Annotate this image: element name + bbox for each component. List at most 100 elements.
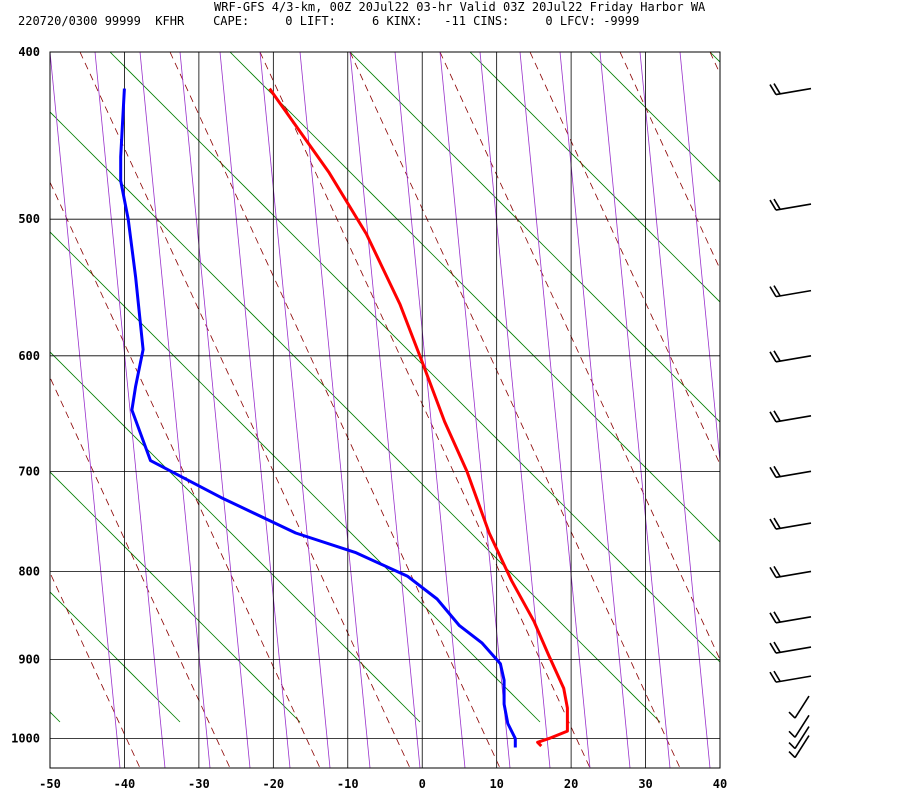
wind-barb	[788, 735, 810, 759]
wind-barb-staff	[775, 355, 812, 363]
mixing-ratio-line	[439, 52, 511, 768]
wind-barb-flag	[773, 565, 781, 577]
mixing-ratio-line	[219, 52, 291, 768]
axis-layer: -50 -40 -30 -20 -10 0 10 20 30 40 400 500 600 700 800 9…	[11, 45, 727, 791]
dry-adiabat-line	[50, 591, 181, 723]
dry-adiabat-line	[50, 471, 301, 723]
mixing-ratio-line	[259, 52, 331, 768]
wind-barb	[769, 410, 812, 423]
wind-barb	[788, 714, 810, 738]
temperature-line	[268, 87, 569, 748]
x-tick-label: -10	[337, 777, 359, 791]
wind-barb-staff	[794, 726, 810, 750]
x-tick-label: -40	[114, 777, 136, 791]
wind-barb-flag	[773, 350, 781, 362]
wind-barb	[769, 198, 812, 211]
x-tick-label: 40	[713, 777, 727, 791]
wind-barb-flag	[769, 612, 777, 624]
wind-barb-flag	[788, 750, 796, 759]
dry-adiabat-line	[50, 711, 61, 723]
wind-barb-flag	[773, 198, 781, 210]
wind-barb-flag	[773, 83, 781, 94]
wind-barb-flag	[769, 566, 777, 578]
wind-barb	[788, 726, 810, 750]
wind-barb-flag	[773, 670, 781, 682]
dry-adiabat-line	[50, 351, 421, 723]
wind-barb-flag	[769, 642, 777, 654]
moist-adiabat-line	[259, 52, 591, 768]
wind-barb-flag	[769, 518, 777, 530]
moist-adiabat-line	[50, 181, 321, 768]
x-tick-label: -50	[39, 777, 61, 791]
wind-barb-flag	[773, 517, 781, 529]
wind-barbs	[769, 83, 812, 759]
wind-barb	[769, 350, 812, 363]
x-tick-label: 10	[489, 777, 503, 791]
dry-adiabat-line	[709, 52, 720, 63]
wind-barb-flag	[769, 84, 777, 95]
mixing-ratio-line	[394, 52, 466, 768]
wind-barb-staff	[775, 289, 812, 298]
y-tick-label: 800	[18, 564, 40, 578]
wind-barb-staff	[794, 695, 810, 719]
mixing-ratio-line	[299, 52, 371, 768]
chart-title: WRF-GFS 4/3-km, 00Z 20Jul22 03-hr Valid …	[214, 0, 706, 14]
wind-barb-staff	[775, 616, 812, 624]
mixing-ratio-line	[139, 52, 211, 768]
y-tick-label: 1000	[11, 732, 40, 746]
wind-barb-staff	[794, 714, 810, 738]
mixing-ratio-line	[639, 52, 711, 768]
y-tick-label: 600	[18, 349, 40, 363]
wind-barb-flag	[788, 711, 796, 719]
wind-barb	[769, 83, 812, 96]
chart-subtitle: 220720/0300 99999 KFHR CAPE: 0 LIFT: 6 K…	[18, 14, 640, 28]
x-tick-label: -30	[188, 777, 210, 791]
wind-barb-flag	[788, 742, 796, 750]
dewpoint-line	[119, 88, 517, 748]
dry-adiabat-line	[50, 231, 541, 723]
wind-barb	[769, 517, 812, 530]
dry-adiabat-line	[50, 111, 661, 723]
y-tick-label: 900	[18, 653, 40, 667]
grid-layer	[50, 52, 900, 768]
wind-barb	[788, 695, 810, 719]
moist-adiabat-line	[709, 52, 720, 75]
wind-barb-staff	[794, 735, 810, 758]
mixing-ratio-line	[599, 52, 671, 768]
mixing-ratio-line	[94, 52, 166, 768]
mixing-ratio-line	[519, 52, 591, 768]
mixing-ratio-line	[479, 52, 551, 768]
x-tick-label: -20	[262, 777, 284, 791]
series-layer	[119, 87, 569, 748]
y-tick-label: 500	[18, 212, 40, 226]
wind-barb-staff	[775, 570, 812, 579]
moist-adiabat-line	[619, 52, 720, 270]
wind-barb-staff	[775, 522, 812, 530]
dry-adiabat-line	[349, 52, 720, 423]
wind-barb	[769, 565, 812, 579]
wind-barb-staff	[775, 203, 812, 211]
y-tick-label: 400	[18, 45, 40, 59]
wind-barb-flag	[769, 199, 777, 211]
wind-barb-flag	[788, 730, 796, 738]
wind-barb-flag	[769, 466, 777, 478]
wind-barb-flag	[773, 285, 781, 297]
wind-barb-flag	[769, 286, 777, 298]
wind-barb	[769, 670, 812, 683]
wind-barb-staff	[775, 87, 812, 96]
wind-barb-flag	[773, 611, 781, 623]
wind-barb-flag	[773, 641, 781, 653]
dry-adiabat-line	[830, 52, 900, 722]
wind-barb-flag	[773, 410, 781, 422]
moist-adiabat-line	[800, 52, 900, 768]
wind-barb-staff	[775, 470, 812, 479]
dry-adiabat-line	[589, 52, 720, 183]
mixing-ratio-line	[50, 52, 121, 768]
wind-barb-flag	[769, 351, 777, 363]
x-tick-label: 30	[638, 777, 652, 791]
mixing-ratio-line	[179, 52, 251, 768]
x-tick-label: 0	[419, 777, 426, 791]
wind-barb-flag	[769, 411, 777, 423]
wind-barb	[769, 611, 812, 624]
